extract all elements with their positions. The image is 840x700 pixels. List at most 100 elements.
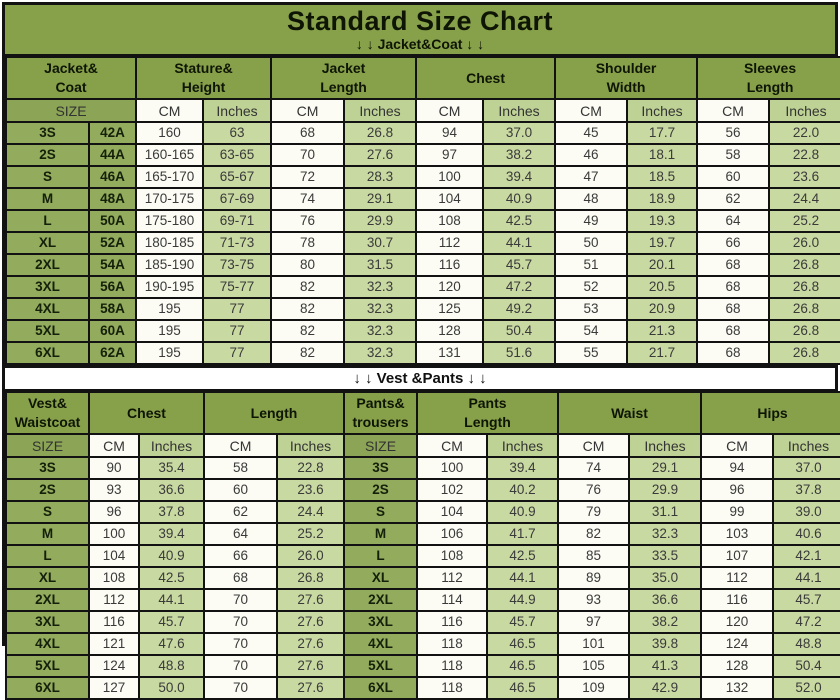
cell: 5XL: [5, 319, 90, 343]
cell: 180-185: [135, 231, 205, 255]
table-row: 3XL 116 45.7 70 27.6 3XL 116 45.7 97 38.2 120 47.2: [5, 610, 840, 634]
cell: 96: [88, 500, 140, 524]
cell: 112: [415, 231, 485, 255]
cell: 44A: [87, 143, 138, 167]
cell: S: [5, 500, 90, 524]
table-row: 4XL 121 47.6 70 27.6 4XL 118 46.5 101 39.8 124 48.8: [5, 632, 840, 656]
vest-waistcoat-header: Vest& Waistcoat: [5, 391, 90, 435]
cell: 46.5: [486, 632, 559, 656]
cell: 18.5: [626, 165, 699, 189]
inches-label: Inches: [768, 98, 840, 123]
cell: 39.8: [627, 632, 703, 656]
cell: 107: [700, 544, 775, 568]
cell: 53: [554, 297, 629, 321]
title-band: Standard Size Chart ↓ ↓ Jacket&Coat ↓ ↓: [5, 5, 835, 56]
cell: 68: [203, 566, 278, 590]
jacket-unit-header-row: SIZE CM Inches CM Inches CM Inches CM In…: [4, 98, 840, 123]
cell: 118: [416, 654, 488, 678]
cell: 33.5: [627, 544, 703, 568]
cell: 18.1: [626, 143, 699, 167]
table-row: 4XL 58A 195 77 82 32.3 125 49.2 53 20.9 68 26.8: [5, 297, 840, 321]
cell: 70: [203, 676, 278, 700]
cell: 82: [557, 522, 630, 546]
cell: 42.5: [138, 566, 205, 590]
jacket-coat-table: Jacket& Coat Stature& Height Jacket Leng…: [4, 56, 840, 365]
cell: 70: [203, 632, 278, 656]
cell: 44.1: [138, 588, 205, 612]
cell: S: [5, 165, 90, 189]
cell: 37.8: [772, 478, 840, 502]
cell: 104: [415, 187, 485, 211]
cell: 67-69: [202, 187, 273, 211]
inches-label: Inches: [772, 433, 840, 458]
cell: 18.9: [626, 187, 699, 211]
cell: 68: [696, 297, 771, 321]
cell: 32.3: [627, 522, 703, 546]
cell: 29.1: [343, 187, 418, 211]
cell: 51: [554, 253, 629, 277]
cell: 26.8: [768, 275, 840, 299]
cell: 37.0: [772, 456, 840, 480]
cell: 101: [557, 632, 630, 656]
cell: 50: [554, 231, 629, 255]
cell: 68: [696, 275, 771, 299]
cell: 47.6: [138, 632, 205, 656]
cell: 26.8: [768, 319, 840, 343]
cell: 93: [557, 588, 630, 612]
cell: 25.2: [768, 209, 840, 233]
cell: 20.9: [626, 297, 699, 321]
cm-label: CM: [203, 433, 278, 458]
cell: 40.6: [772, 522, 840, 546]
page-title: Standard Size Chart: [286, 6, 554, 36]
cell: 100: [415, 165, 485, 189]
cell: 32.3: [343, 319, 418, 343]
cell: 160: [135, 121, 205, 145]
cell: 48: [554, 187, 629, 211]
cell: 50.4: [772, 654, 840, 678]
cell: 49: [554, 209, 629, 233]
cell: 24.4: [768, 187, 840, 211]
cell: 54A: [87, 253, 138, 277]
cell: 79: [557, 500, 630, 524]
cell: 52: [554, 275, 629, 299]
cell: 62: [203, 500, 278, 524]
sleeves-length-header: Sleeves Length: [696, 56, 840, 100]
cell: 3XL: [343, 610, 418, 634]
cell: 56: [696, 121, 771, 145]
cell: 60: [696, 165, 771, 189]
cell: 40.9: [486, 500, 559, 524]
cell: 26.0: [276, 544, 345, 568]
cell: 94: [700, 456, 775, 480]
cm-label: CM: [557, 433, 630, 458]
cell: 39.4: [482, 165, 557, 189]
cm-label: CM: [554, 98, 629, 123]
cell: 42.5: [486, 544, 559, 568]
cell: 108: [88, 566, 140, 590]
jacket-table-body: 3S 42A 160 63 68 26.8 94 37.0 45 17.7 56 22.0 2S 44A 1…: [5, 121, 840, 365]
cell: 2S: [343, 478, 418, 502]
cell: M: [5, 522, 90, 546]
cell: 26.8: [343, 121, 418, 145]
shoulder-width-header: Shoulder Width: [554, 56, 699, 100]
cell: 104: [88, 544, 140, 568]
cell: 22.0: [768, 121, 840, 145]
cell: 68: [696, 319, 771, 343]
jacket-length-header: Jacket Length: [270, 56, 418, 100]
cell: 2XL: [343, 588, 418, 612]
cell: 195: [135, 341, 205, 365]
cell: 120: [700, 610, 775, 634]
cell: 37.8: [138, 500, 205, 524]
cell: 74: [270, 187, 346, 211]
cell: 71-73: [202, 231, 273, 255]
cell: 58: [203, 456, 278, 480]
cell: 39.4: [138, 522, 205, 546]
cell: 19.7: [626, 231, 699, 255]
cell: 38.2: [627, 610, 703, 634]
section-banner-jacket-coat: ↓ ↓ Jacket&Coat ↓ ↓: [355, 36, 485, 52]
cell: 82: [270, 275, 346, 299]
cell: 55: [554, 341, 629, 365]
cell: 77: [202, 341, 273, 365]
cell: 37.0: [482, 121, 557, 145]
cell: 51.6: [482, 341, 557, 365]
table-row: 5XL 124 48.8 70 27.6 5XL 118 46.5 105 41.3 128 50.4: [5, 654, 840, 678]
